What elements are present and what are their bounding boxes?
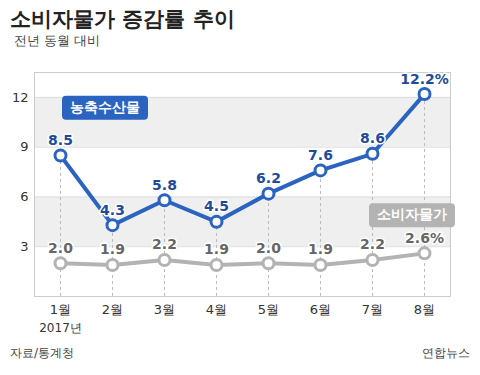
svg-text:6월: 6월 [310,302,331,317]
svg-text:2.2: 2.2 [152,236,177,252]
svg-text:12: 12 [12,90,29,105]
svg-text:1.9: 1.9 [100,241,125,257]
svg-text:6: 6 [20,189,28,204]
svg-text:2월: 2월 [102,302,123,317]
svg-text:7.6: 7.6 [308,147,333,163]
svg-text:1.9: 1.9 [308,241,333,257]
svg-text:4월: 4월 [206,302,227,317]
svg-text:9: 9 [20,139,28,154]
svg-text:1.9: 1.9 [204,241,229,257]
svg-text:소비자물가: 소비자물가 [377,206,447,222]
svg-text:4.3: 4.3 [100,202,125,218]
svg-text:8.6: 8.6 [360,130,385,146]
svg-text:2.0: 2.0 [256,240,281,256]
svg-text:8월: 8월 [414,302,435,317]
svg-text:농축수산물: 농축수산물 [70,99,140,115]
svg-text:5.8: 5.8 [152,177,177,193]
svg-text:3: 3 [20,239,28,254]
html-text:자료/통계청: 자료/통계청 [10,346,74,360]
svg-text:2.2: 2.2 [360,236,385,252]
svg-text:2.0: 2.0 [48,240,73,256]
svg-text:2.6%: 2.6% [405,230,444,246]
svg-text:7월: 7월 [362,302,383,317]
svg-text:4.5: 4.5 [204,198,229,214]
html-text:전년 동월 대비: 전년 동월 대비 [14,33,101,48]
svg-text:3월: 3월 [154,302,175,317]
svg-text:6.2: 6.2 [256,170,281,186]
html-text:연합뉴스: 연합뉴스 [422,346,470,360]
svg-text:2017년: 2017년 [39,321,82,335]
svg-text:8.5: 8.5 [48,132,73,148]
svg-text:1월: 1월 [50,302,71,317]
html-text:소비자물가 증감률 추이: 소비자물가 증감률 추이 [10,7,235,31]
svg-text:5월: 5월 [258,302,279,317]
svg-text:12.2%: 12.2% [400,71,449,87]
